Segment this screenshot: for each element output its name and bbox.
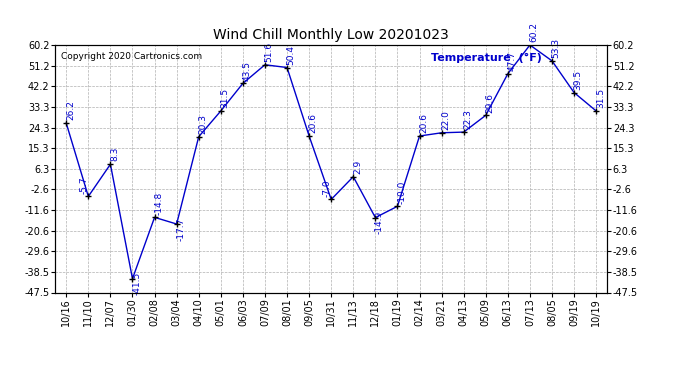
Text: 20.6: 20.6 [309, 113, 318, 133]
Text: -17.7: -17.7 [177, 217, 186, 241]
Text: 60.2: 60.2 [530, 22, 539, 42]
Text: 22.3: 22.3 [464, 110, 473, 129]
Title: Wind Chill Monthly Low 20201023: Wind Chill Monthly Low 20201023 [213, 28, 449, 42]
Text: 47.7: 47.7 [508, 51, 517, 71]
Text: 31.5: 31.5 [596, 88, 605, 108]
Text: 29.6: 29.6 [486, 93, 495, 112]
Text: 31.5: 31.5 [221, 88, 230, 108]
Text: 53.3: 53.3 [552, 38, 561, 58]
Text: -5.7: -5.7 [79, 176, 88, 194]
Text: 22.0: 22.0 [442, 110, 451, 130]
Text: Copyright 2020 Cartronics.com: Copyright 2020 Cartronics.com [61, 53, 202, 62]
Text: 2.9: 2.9 [353, 160, 362, 174]
Text: 50.4: 50.4 [287, 45, 296, 65]
Text: 51.6: 51.6 [265, 42, 274, 62]
Text: 39.5: 39.5 [574, 70, 583, 90]
Text: -14.9: -14.9 [375, 211, 384, 234]
Text: -7.0: -7.0 [322, 179, 331, 196]
Text: 20.3: 20.3 [199, 114, 208, 134]
Text: -41.5: -41.5 [132, 272, 141, 296]
Text: 8.3: 8.3 [110, 147, 119, 162]
Text: 26.2: 26.2 [66, 100, 75, 120]
Text: -14.8: -14.8 [155, 191, 164, 214]
Text: Temperature  (°F): Temperature (°F) [431, 53, 542, 63]
Text: 43.5: 43.5 [243, 61, 252, 81]
Text: 20.6: 20.6 [420, 113, 428, 133]
Text: -10.0: -10.0 [397, 180, 406, 204]
